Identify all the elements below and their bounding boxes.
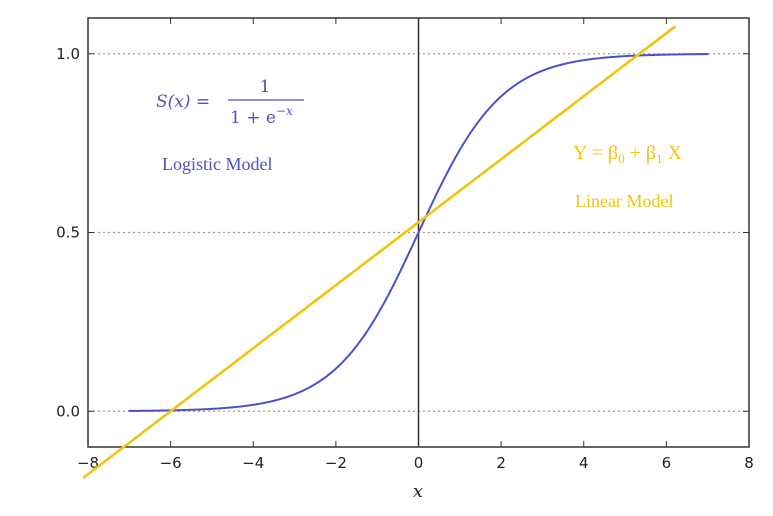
logistic-formula: S(x) = 1 1 + e−x [156, 77, 304, 128]
y-axis-ticks: 0.0 0.5 1.0 [56, 45, 749, 420]
logistic-formula-exponent: −x [276, 104, 293, 118]
logistic-formula-denominator-base: 1 + e [230, 108, 276, 128]
x-tick-label: 0 [414, 454, 424, 472]
logistic-model-label: Logistic Model [162, 154, 273, 174]
x-axis-label: x [413, 481, 423, 502]
x-tick-label: 8 [744, 454, 754, 472]
linear-formula-mid: + β [625, 142, 656, 164]
x-tick-label: 4 [579, 454, 589, 472]
linear-formula-y: Y = β [573, 142, 618, 164]
x-tick-label: −6 [160, 454, 182, 472]
x-tick-label: −8 [77, 454, 99, 472]
series-layer [82, 25, 709, 479]
linear-formula: Y = β0 + β1 X [573, 142, 683, 166]
x-tick-label: 6 [662, 454, 672, 472]
linear-formula-x: X [663, 142, 683, 164]
x-tick-label: −2 [325, 454, 347, 472]
logistic-formula-denominator: 1 + e−x [230, 104, 293, 128]
linear-line [82, 25, 676, 479]
logistic-formula-numerator: 1 [260, 77, 271, 97]
linear-formula-sub1: 1 [656, 151, 663, 166]
y-tick-label: 0.5 [56, 224, 80, 242]
linear-model-label: Linear Model [575, 191, 673, 211]
linear-formula-sub0: 0 [618, 151, 625, 166]
y-tick-label: 0.0 [56, 402, 80, 420]
x-axis-ticks: −8 −6 −4 −2 0 2 4 6 8 [77, 18, 754, 472]
logistic-formula-lhs: S(x) = [156, 92, 210, 112]
x-tick-label: −4 [242, 454, 264, 472]
x-tick-label: 2 [496, 454, 506, 472]
y-tick-label: 1.0 [56, 45, 80, 63]
logistic-curve [128, 53, 709, 412]
